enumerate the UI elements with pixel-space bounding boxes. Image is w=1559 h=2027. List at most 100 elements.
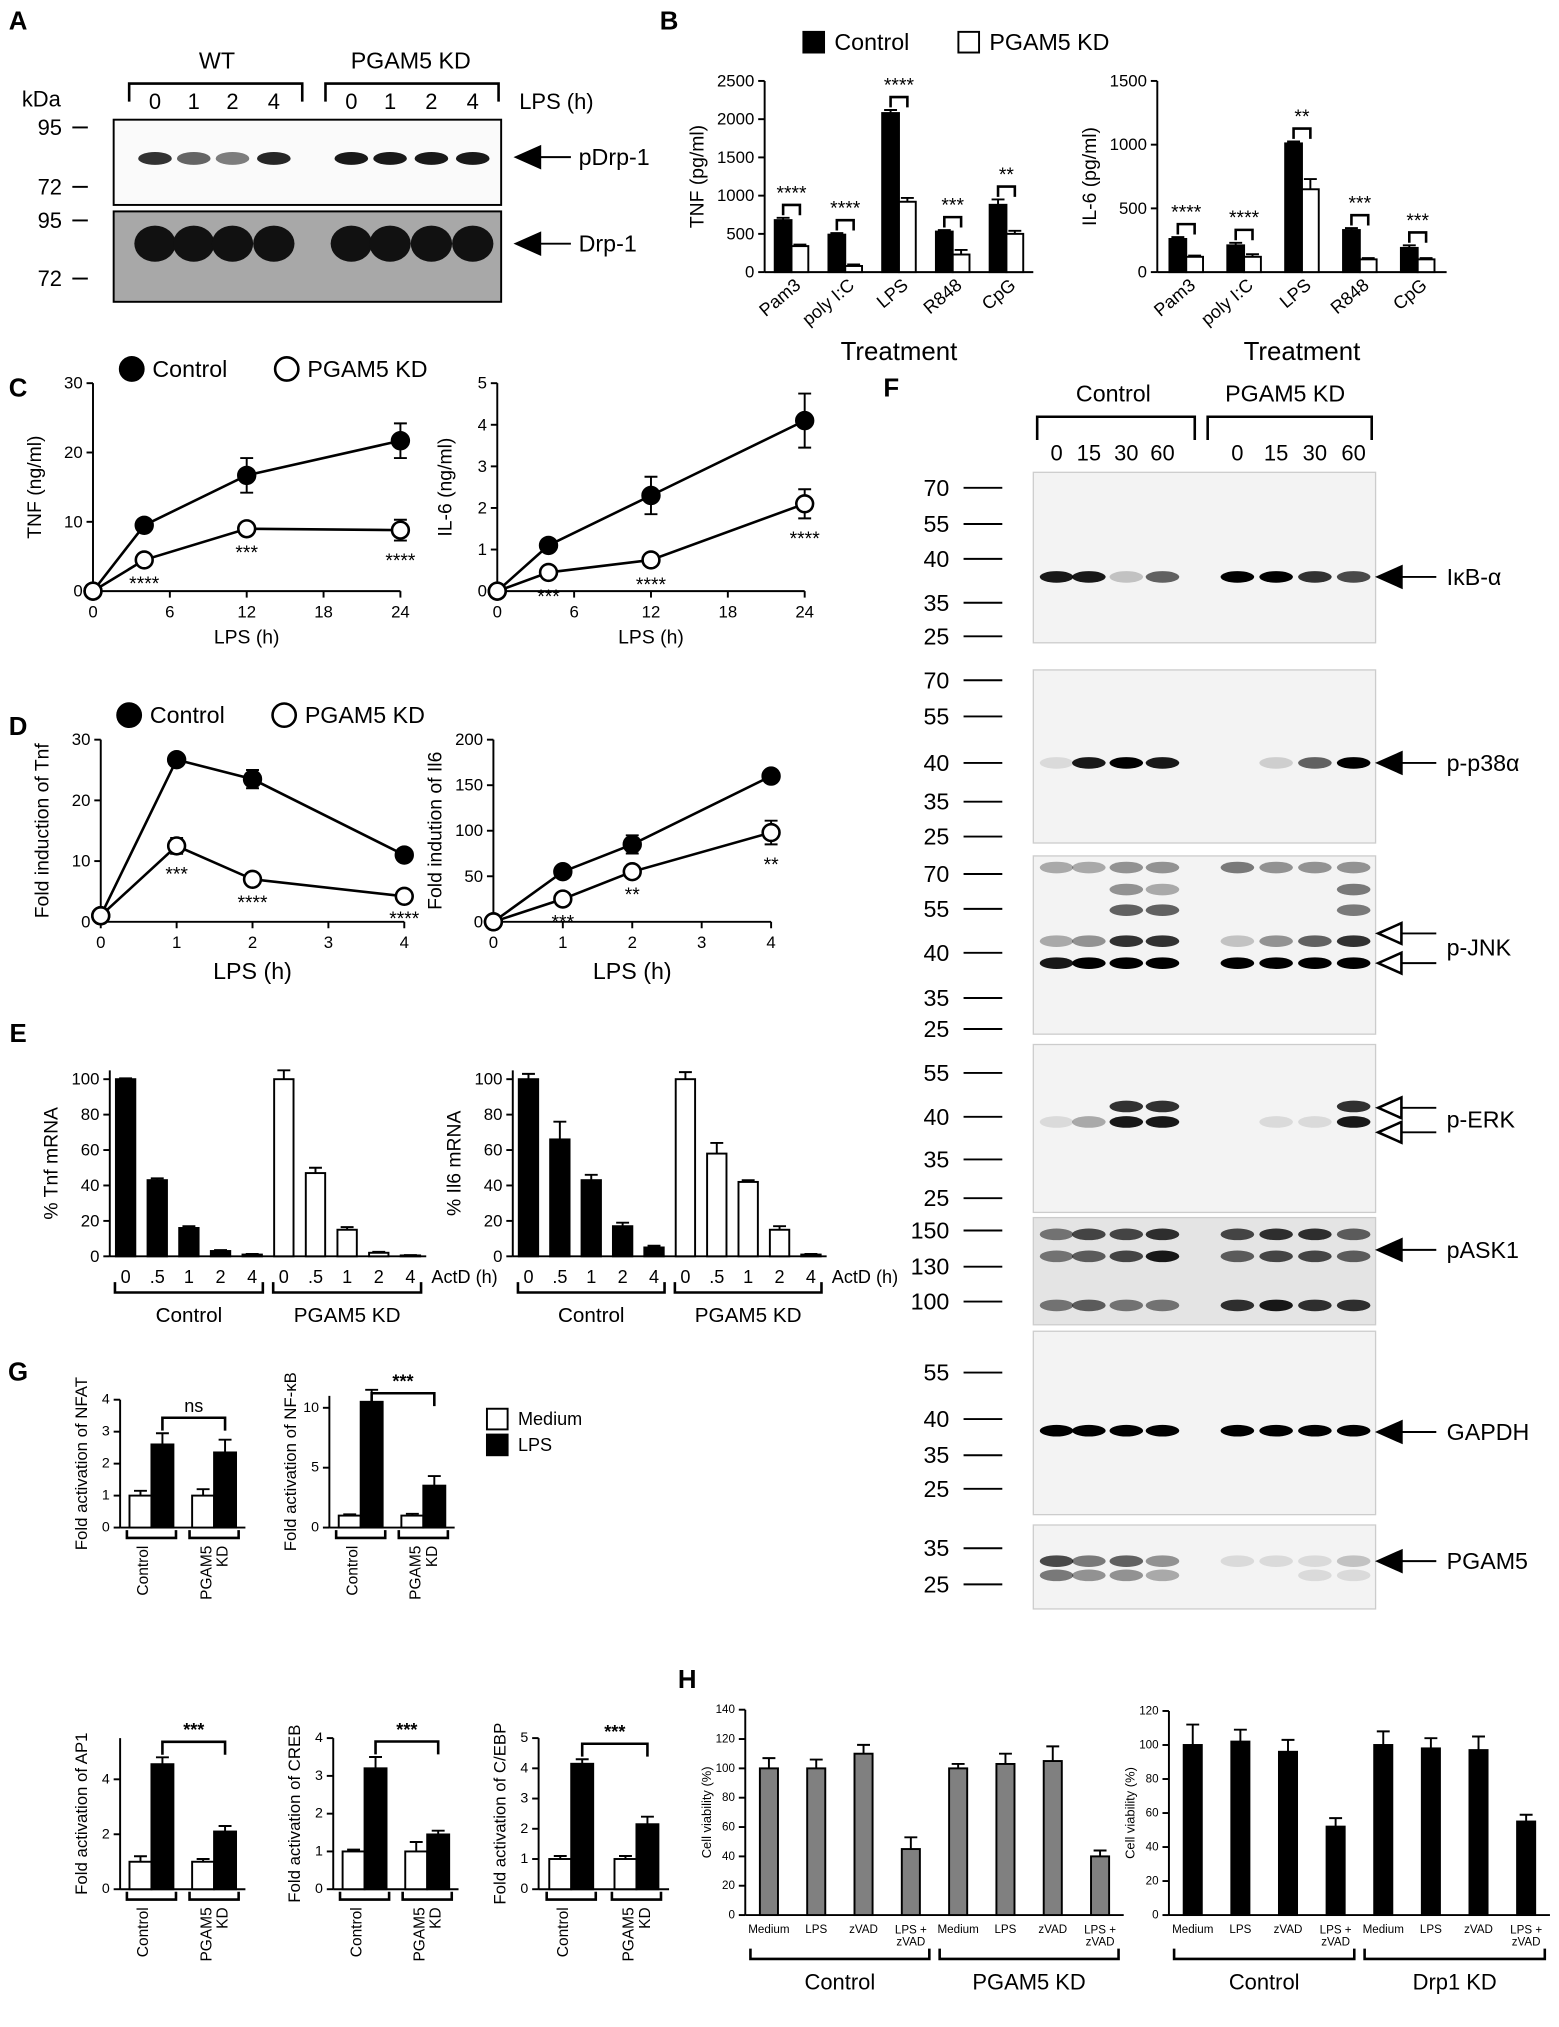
lane-label: 15 xyxy=(1077,440,1101,465)
error-bar xyxy=(134,1489,147,1496)
y-tick-label: 150 xyxy=(455,776,483,795)
y-tick-label: 20 xyxy=(484,1211,503,1230)
treatment-label: LPS (h) xyxy=(519,89,593,114)
x-tick-label: LPS xyxy=(1229,1923,1251,1936)
band xyxy=(1298,935,1332,947)
x-tick-label: 24 xyxy=(795,602,814,621)
series-line xyxy=(92,527,401,593)
group-label: Control xyxy=(156,1304,223,1327)
error-bar xyxy=(340,1226,354,1230)
marker-label: 35 xyxy=(924,590,950,616)
x-tick-label: .5 xyxy=(150,1267,165,1287)
lane-label: 0 xyxy=(1050,440,1062,465)
group-label: Drp1 KD xyxy=(1413,1970,1497,1995)
band xyxy=(1145,1555,1180,1567)
panel-label: F xyxy=(883,374,899,402)
band xyxy=(1072,957,1106,969)
error-bar xyxy=(343,1513,357,1516)
y-axis-label: TNF (pg/ml) xyxy=(686,125,708,228)
y-tick-label: 0 xyxy=(474,912,483,931)
x-tick-label: Control xyxy=(555,1907,572,1957)
band xyxy=(1220,957,1255,969)
bar xyxy=(1226,244,1246,274)
band xyxy=(211,225,254,262)
y-tick-label: 1000 xyxy=(1110,135,1147,154)
group-bracket xyxy=(338,1891,391,1901)
x-tick-label: 1 xyxy=(558,933,567,952)
error-bar xyxy=(1171,236,1185,239)
y-tick-label: 120 xyxy=(716,1733,735,1746)
x-tick-label: LPS xyxy=(1276,275,1315,312)
group-label: PGAM5 KD xyxy=(351,47,471,73)
y-tick-label: 3 xyxy=(478,457,487,476)
bar xyxy=(114,1078,137,1258)
x-tick-label: 2 xyxy=(374,1267,384,1287)
error-bar xyxy=(793,243,807,247)
y-tick-label: 60 xyxy=(81,1141,100,1160)
group-bracket xyxy=(1172,1948,1356,1961)
group-label: PGAM5 KD xyxy=(294,1304,401,1327)
bar xyxy=(1420,1747,1441,1917)
y-tick-label: 30 xyxy=(64,374,83,393)
band-label: pDrp-1 xyxy=(579,144,650,170)
x-tick-label: 4 xyxy=(405,1267,415,1287)
point xyxy=(134,550,154,570)
series-line xyxy=(99,844,405,917)
band xyxy=(1039,1228,1074,1241)
series-line xyxy=(99,758,405,917)
y-tick-label: 0 xyxy=(493,1247,502,1266)
error-bar xyxy=(218,1825,232,1832)
x-tick-label: R848 xyxy=(1327,275,1373,318)
x-axis-label: ActD (h) xyxy=(431,1267,497,1287)
error-bar xyxy=(904,1836,918,1850)
y-tick-label: 5 xyxy=(520,1730,528,1746)
band xyxy=(257,151,291,165)
significance: **** xyxy=(129,573,160,595)
point xyxy=(487,581,507,601)
band xyxy=(1145,904,1180,916)
x-tick-label: PGAM5KD xyxy=(407,1546,440,1600)
band xyxy=(1336,571,1371,583)
y-tick-label: 20 xyxy=(722,1879,735,1892)
error-bar xyxy=(884,109,898,114)
marker-label: 95 xyxy=(38,115,62,140)
band xyxy=(1336,1569,1371,1582)
band xyxy=(1072,1299,1106,1312)
y-axis-label: % Il6 mRNA xyxy=(444,1111,466,1217)
x-axis-label: Treatment xyxy=(841,338,958,366)
marker-label: 130 xyxy=(911,1254,950,1280)
band xyxy=(330,225,372,262)
point xyxy=(553,862,573,882)
significance: *** xyxy=(165,863,188,885)
error-bar xyxy=(245,1253,259,1255)
band xyxy=(1109,935,1144,947)
band-label: p-ERK xyxy=(1447,1106,1516,1132)
point xyxy=(394,845,414,865)
band-label: PGAM5 xyxy=(1447,1548,1528,1574)
x-axis-label: LPS (h) xyxy=(213,958,292,984)
group-bracket xyxy=(188,1530,240,1540)
error-bar xyxy=(155,1756,169,1765)
x-tick-label: .5 xyxy=(552,1267,567,1287)
x-tick-label: 3 xyxy=(324,933,333,952)
bar xyxy=(400,1514,425,1529)
band xyxy=(414,151,449,165)
y-tick-label: 2500 xyxy=(717,71,754,90)
sig-bracket xyxy=(889,95,909,108)
band-label: pASK1 xyxy=(1447,1237,1519,1263)
band xyxy=(1259,1228,1293,1241)
point xyxy=(641,550,661,570)
x-tick-label: 0 xyxy=(96,933,105,952)
lane-label: 30 xyxy=(1303,440,1327,465)
bar xyxy=(881,112,900,274)
y-tick-label: 2 xyxy=(102,1826,110,1842)
lane-label: 1 xyxy=(188,89,200,114)
marker-label: 35 xyxy=(924,1146,950,1172)
y-tick-label: 10 xyxy=(72,852,91,871)
error-bar xyxy=(647,1244,661,1248)
error-bar xyxy=(277,1069,291,1080)
band xyxy=(1109,904,1144,916)
marker-label: 25 xyxy=(924,1571,950,1597)
significance: *** xyxy=(235,542,258,564)
y-tick-label: 1500 xyxy=(717,148,754,167)
